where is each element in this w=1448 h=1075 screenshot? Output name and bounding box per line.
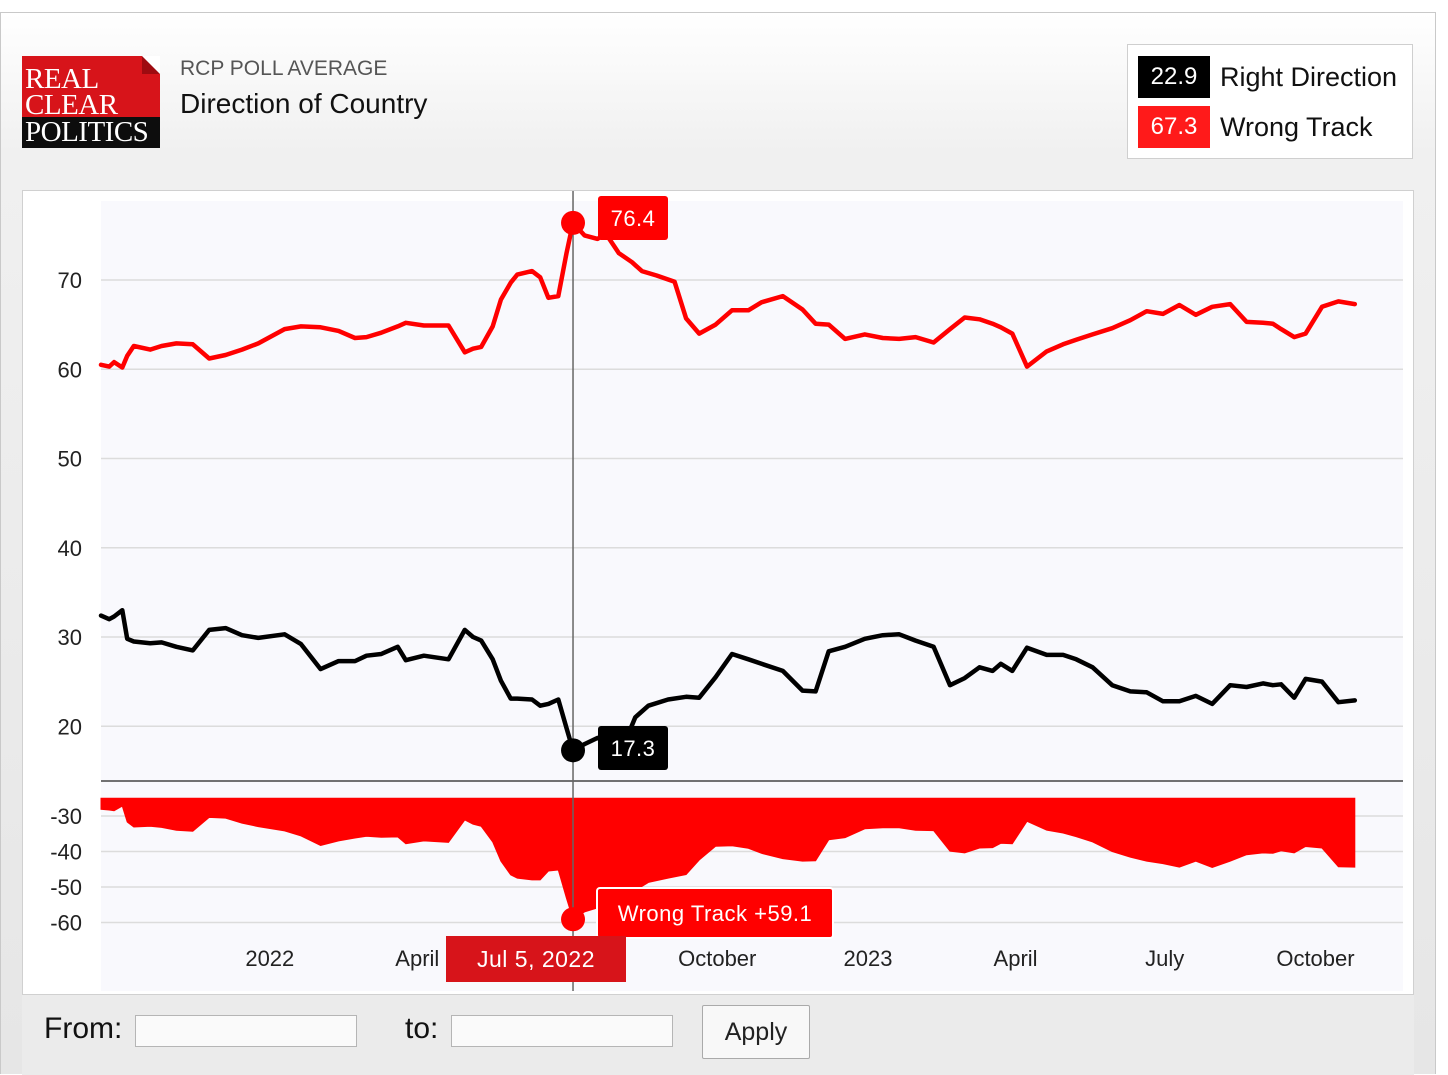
to-label: to: xyxy=(405,1012,439,1045)
logo-line-3: POLITICS xyxy=(22,117,160,148)
apply-button[interactable]: Apply xyxy=(702,1005,810,1059)
y-tick-label: -60 xyxy=(50,911,82,936)
x-tick-label: 2022 xyxy=(245,946,294,971)
spread-point[interactable] xyxy=(561,907,586,932)
chart-panel[interactable]: 20 30 40 50 60 70 -30 -40 -50 -60 76.4 17.3 Wrong Tr… xyxy=(22,190,1414,1074)
to-date-input[interactable] xyxy=(451,1015,673,1047)
legend-label-right-direction: Right Direction xyxy=(1220,62,1398,92)
x-tick-label: April xyxy=(395,946,439,971)
date-badge-box xyxy=(446,936,626,982)
y-tick-label: -40 xyxy=(50,840,82,865)
right-direction-tooltip-box xyxy=(598,726,668,770)
wrong-track-tooltip-label: 76.4 xyxy=(611,206,656,231)
chart-canvas[interactable]: 20 30 40 50 60 70 -30 -40 -50 -60 76.4 17.3 Wrong Tr… xyxy=(23,191,1415,995)
y-tick-label: -50 xyxy=(50,875,82,900)
y-tick-label: 40 xyxy=(58,536,82,561)
right-direction-line xyxy=(98,607,613,753)
y-tick-label: 50 xyxy=(58,447,82,472)
rcp-logo[interactable]: REAL CLEAR POLITICS xyxy=(22,56,160,148)
right-direction-line xyxy=(621,632,1358,748)
x-tick-label: July xyxy=(1145,946,1184,971)
right-direction-point[interactable] xyxy=(561,738,586,763)
x-tick-label: October xyxy=(1276,946,1354,971)
y-tick-label: 60 xyxy=(58,357,82,382)
x-tick-label: October xyxy=(678,946,756,971)
right-direction-tooltip-label: 17.3 xyxy=(611,736,656,761)
from-label: From: xyxy=(44,1012,123,1045)
main-plot-area xyxy=(101,201,1403,781)
x-tick-label: 2023 xyxy=(844,946,893,971)
wrong-track-tooltip-box xyxy=(598,196,668,240)
x-tick-label: April xyxy=(994,946,1038,971)
from-date-input[interactable] xyxy=(135,1015,357,1047)
legend-label-wrong-track: Wrong Track xyxy=(1220,112,1373,142)
wrong-track-line xyxy=(98,220,1358,370)
date-range-controls: From: to: Apply xyxy=(22,994,1414,1075)
y-tick-label: -30 xyxy=(50,804,82,829)
legend: 22.9 Right Direction 67.3 Wrong Track xyxy=(1127,44,1413,159)
spread-area xyxy=(100,797,1356,921)
legend-value-right-direction: 22.9 xyxy=(1138,56,1210,98)
date-badge-label: Jul 5, 2022 xyxy=(477,946,595,972)
y-tick-label: 20 xyxy=(58,714,82,739)
wrong-track-point[interactable] xyxy=(561,210,586,235)
chart-title: Direction of Country xyxy=(180,88,428,119)
y-tick-label: 30 xyxy=(58,625,82,650)
legend-value-wrong-track: 67.3 xyxy=(1138,106,1210,148)
logo-line-2: CLEAR xyxy=(25,89,118,121)
spread-tooltip-label: Wrong Track +59.1 xyxy=(618,901,813,926)
spread-tooltip-box xyxy=(596,887,834,939)
logo-line-1: REAL xyxy=(25,63,99,95)
logo-page-fold xyxy=(142,56,160,74)
y-tick-label: 70 xyxy=(58,268,82,293)
chart-subtitle: RCP POLL AVERAGE xyxy=(180,57,388,80)
